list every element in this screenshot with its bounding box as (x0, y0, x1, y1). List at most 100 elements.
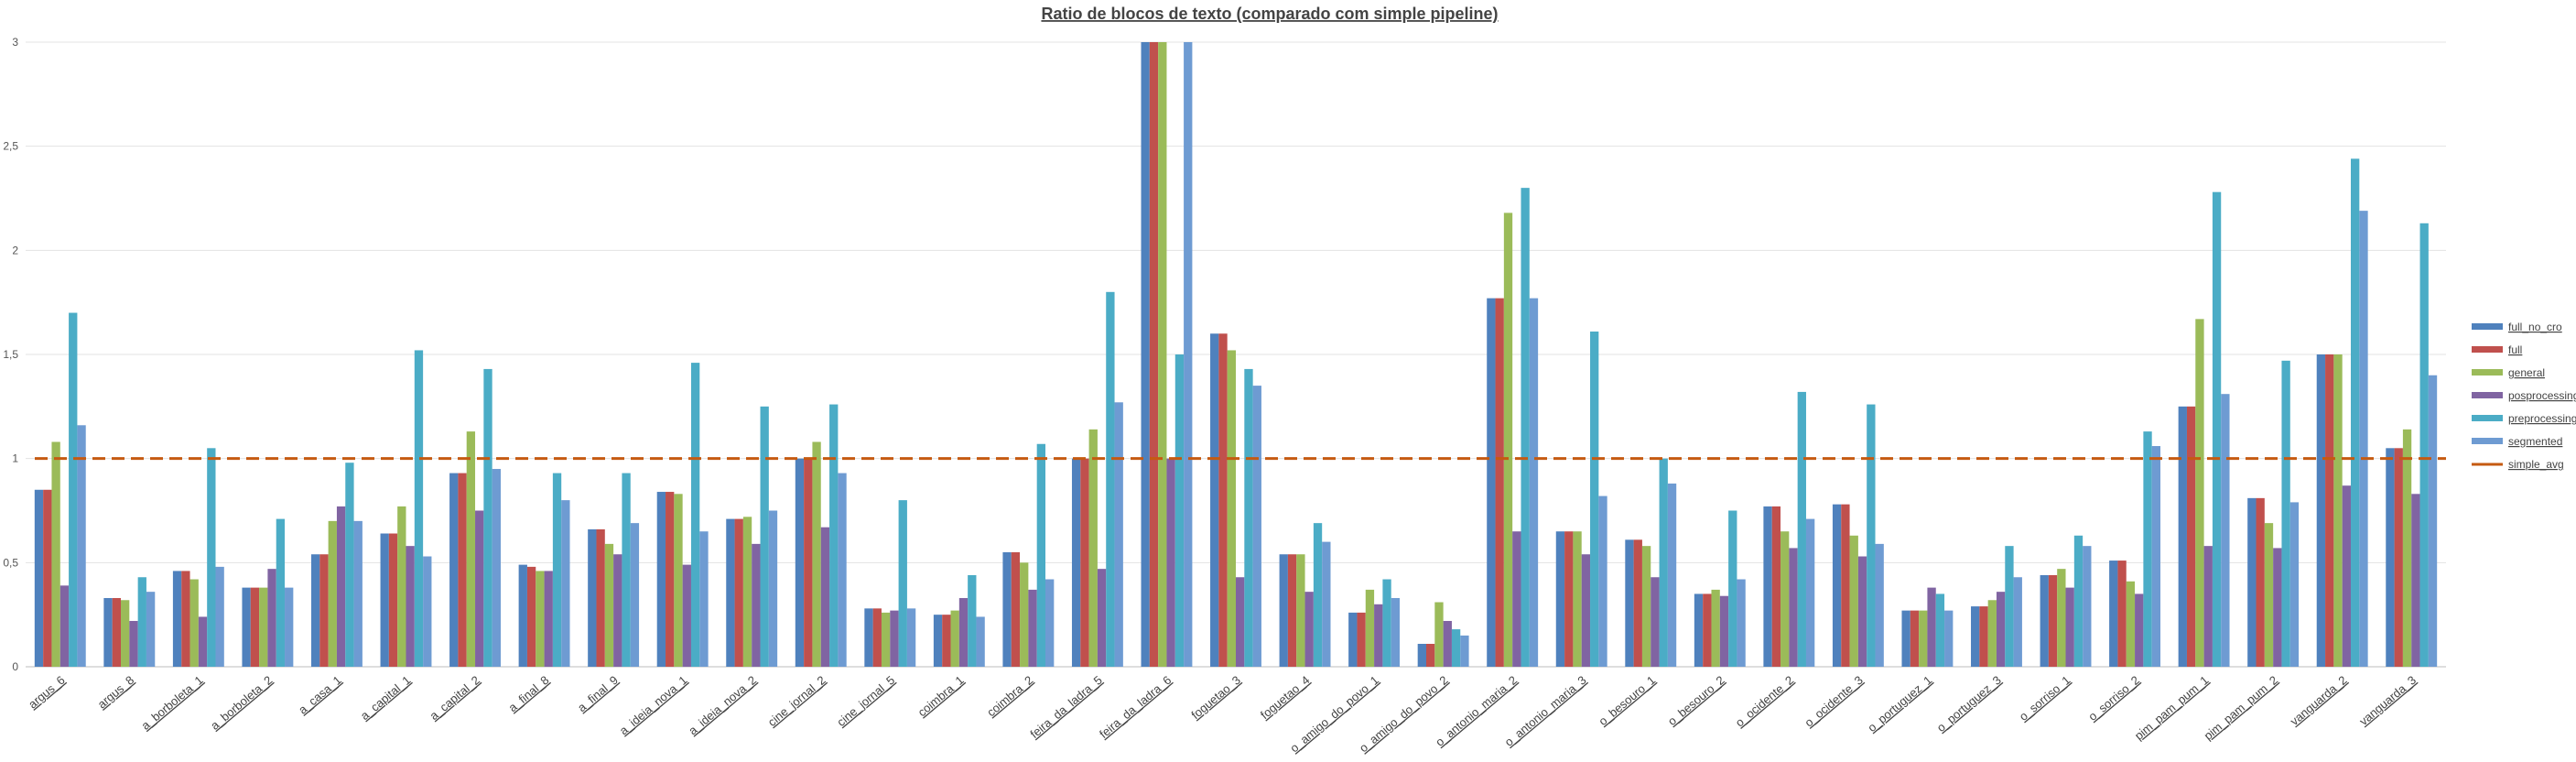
x-tick-label: cine_jornal_2 (765, 673, 828, 729)
bar-full_no_cro-o_ocidente_2 (1763, 506, 1772, 667)
bar-full_no_cro-a_ideia_nova_2 (726, 518, 735, 667)
bar-full-foguetao_3 (1218, 333, 1228, 667)
bar-preprocessing-o_amigo_do_povo_1 (1382, 579, 1391, 667)
bar-full_no_cro-a_capital_1 (380, 533, 389, 667)
bar-segmented-o_amigo_do_povo_1 (1391, 597, 1401, 667)
legend-swatch-segmented (2472, 438, 2503, 444)
bar-full-feira_da_ladra_6 (1149, 42, 1159, 667)
bar-segmented-cine_jornal_2 (838, 473, 847, 667)
x-tick-label: a_final_9 (575, 673, 621, 714)
bar-general-o_ocidente_3 (1849, 535, 1858, 667)
bar-full_no_cro-o_besouro_1 (1625, 539, 1634, 667)
bar-full-cine_jornal_5 (872, 608, 882, 667)
legend-label-simple-avg: simple_avg (2508, 458, 2564, 471)
bar-posprocessing-a_final_8 (544, 571, 553, 667)
y-tick-label: 0,5 (3, 556, 18, 569)
bar-preprocessing-foguetao_3 (1244, 368, 1253, 667)
bar-posprocessing-o_portuguez_1 (1927, 587, 1936, 667)
bar-full-o_sorriso_2 (2117, 561, 2127, 667)
bar-general-o_amigo_do_povo_2 (1434, 602, 1444, 667)
bar-posprocessing-feira_da_ladra_5 (1097, 569, 1107, 667)
x-tick-label: a_capital_2 (427, 673, 482, 723)
bar-segmented-argus_6 (77, 425, 86, 667)
bar-segmented-a_ideia_nova_1 (699, 531, 709, 667)
bar-general-a_final_9 (604, 543, 614, 667)
bar-preprocessing-coimbra_1 (968, 574, 977, 667)
bar-posprocessing-coimbra_1 (958, 597, 969, 667)
x-tick-label: coimbra_1 (915, 673, 967, 720)
legend-swatch-full_no_cro (2472, 323, 2503, 330)
x-tick-label: coimbra_2 (984, 673, 1035, 720)
bar-posprocessing-o_sorriso_2 (2135, 593, 2144, 667)
x-tick-label: a_capital_1 (358, 673, 414, 723)
bar-full-o_amigo_do_povo_1 (1357, 612, 1366, 667)
bar-segmented-argus_8 (146, 592, 156, 667)
legend-label-general: general (2508, 366, 2545, 379)
bar-full_no_cro-o_portuguez_3 (1971, 606, 1980, 667)
legend-swatch-preprocessing (2472, 415, 2503, 421)
bar-posprocessing-o_amigo_do_povo_1 (1374, 604, 1383, 667)
bar-segmented-o_besouro_1 (1667, 483, 1677, 667)
bar-full-coimbra_2 (1011, 551, 1021, 667)
x-tick-label: a_ideia_nova_1 (617, 673, 690, 738)
x-tick-label: foguetao_3 (1188, 673, 1242, 722)
bar-general-a_final_8 (536, 571, 545, 667)
y-tick-label: 3 (12, 36, 18, 49)
bar-full-vanguarda_3 (2394, 448, 2403, 667)
bar-general-o_portuguez_1 (1919, 610, 1928, 667)
bar-full_no_cro-vanguarda_2 (2316, 354, 2326, 667)
x-tick-label: o_portuguez_1 (1865, 673, 1934, 735)
bar-preprocessing-o_portuguez_3 (2005, 546, 2014, 667)
bar-full-o_antonio_maria_2 (1495, 298, 1504, 667)
bar-general-o_sorriso_1 (2057, 569, 2066, 667)
bar-posprocessing-o_ocidente_3 (1857, 556, 1867, 667)
bar-general-a_capital_2 (466, 431, 476, 667)
chart-title: Ratio de blocos de texto (comparado com … (1041, 5, 1498, 23)
bar-full-o_portuguez_1 (1910, 610, 1920, 667)
bar-full-vanguarda_2 (2325, 354, 2334, 667)
legend-label-full_no_cro: full_no_cro (2508, 321, 2562, 333)
bar-posprocessing-foguetao_3 (1236, 577, 1245, 667)
bar-segmented-pim_pam_pum_2 (2289, 502, 2300, 667)
x-tick-label: a_final_8 (505, 673, 551, 714)
bar-preprocessing-o_amigo_do_povo_2 (1451, 629, 1461, 667)
bar-full-a_borboleta_1 (181, 571, 190, 667)
bar-full_no_cro-feira_da_ladra_5 (1071, 458, 1081, 667)
bar-general-o_sorriso_2 (2126, 581, 2136, 667)
bar-posprocessing-cine_jornal_2 (820, 527, 830, 667)
bar-general-argus_6 (51, 441, 60, 667)
bar-segmented-a_casa_1 (353, 520, 363, 667)
bar-general-o_antonio_maria_2 (1503, 212, 1513, 667)
bar-posprocessing-coimbra_2 (1028, 589, 1037, 667)
bar-full_no_cro-a_final_8 (518, 564, 527, 667)
x-tick-label: feira_da_ladra_6 (1097, 673, 1174, 741)
bar-full-a_ideia_nova_2 (734, 518, 743, 667)
bar-general-vanguarda_3 (2402, 429, 2412, 667)
bar-segmented-foguetao_3 (1252, 386, 1261, 667)
x-tick-label: a_casa_1 (296, 673, 344, 717)
bar-full_no_cro-o_sorriso_1 (2040, 574, 2049, 667)
bar-full-argus_6 (43, 489, 52, 667)
x-tick-label: a_ideia_nova_2 (686, 673, 759, 738)
bar-preprocessing-o_sorriso_2 (2143, 431, 2152, 667)
bar-full-a_casa_1 (319, 554, 329, 667)
bar-segmented-a_capital_2 (492, 469, 501, 667)
legend-label-segmented: segmented (2508, 435, 2562, 448)
bar-segmented-cine_jornal_5 (906, 608, 916, 667)
bar-full-a_final_9 (596, 528, 605, 667)
bar-segmented-o_amigo_do_povo_2 (1460, 635, 1469, 667)
bar-full-feira_da_ladra_5 (1080, 458, 1089, 667)
bar-preprocessing-a_final_9 (622, 473, 631, 667)
bar-general-cine_jornal_5 (881, 612, 891, 667)
bar-general-feira_da_ladra_6 (1158, 42, 1167, 667)
bar-preprocessing-o_besouro_2 (1728, 510, 1737, 667)
bar-full-o_ocidente_3 (1841, 504, 1850, 667)
bar-full_no_cro-a_borboleta_1 (172, 571, 182, 667)
bar-preprocessing-a_borboleta_1 (207, 448, 216, 667)
bar-posprocessing-a_casa_1 (336, 506, 346, 667)
x-tick-label: o_ocidente_2 (1733, 673, 1796, 730)
bar-full-o_ocidente_2 (1771, 506, 1781, 667)
bar-segmented-feira_da_ladra_5 (1114, 402, 1123, 667)
